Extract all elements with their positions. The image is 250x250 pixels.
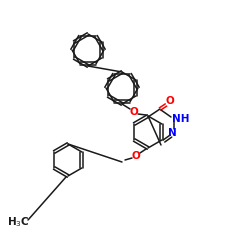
Text: O: O — [166, 96, 174, 106]
Text: H$_3$C: H$_3$C — [7, 215, 29, 229]
Text: O: O — [130, 107, 138, 117]
Text: NH: NH — [172, 114, 190, 124]
Text: O: O — [132, 151, 140, 161]
Text: N: N — [168, 128, 176, 138]
